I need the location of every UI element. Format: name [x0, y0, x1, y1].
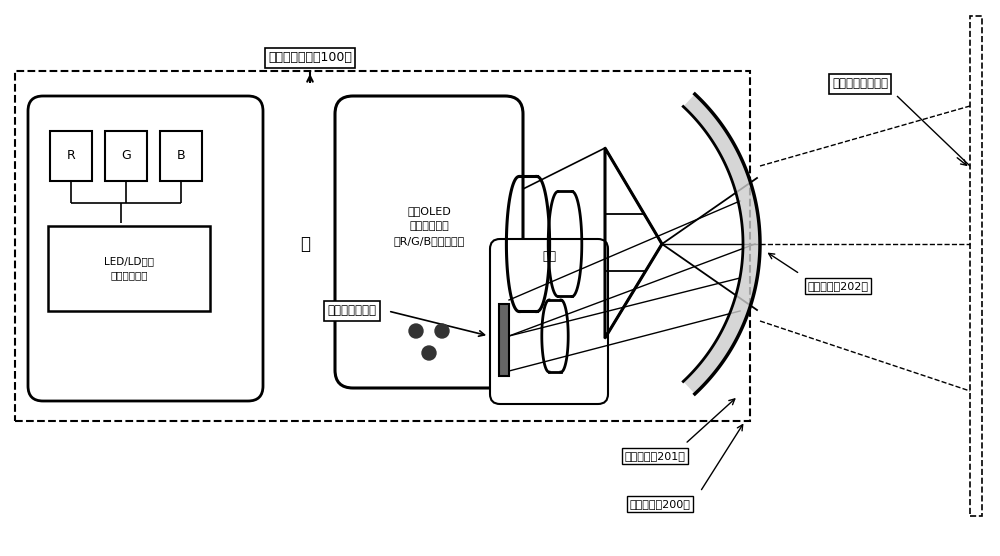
- Text: 人眼: 人眼: [542, 251, 556, 264]
- Bar: [970, 16, 982, 516]
- FancyBboxPatch shape: [28, 96, 263, 401]
- Text: 光学镜片（200）: 光学镜片（200）: [630, 499, 690, 509]
- Text: 人眼（视网膜）: 人眼（视网膜）: [328, 305, 376, 317]
- Polygon shape: [683, 94, 760, 394]
- Bar: [105, 131, 147, 181]
- Text: 影像投射单元（100）: 影像投射单元（100）: [268, 52, 352, 64]
- Bar: [15, 71, 750, 421]
- Text: 光学薄膜（202）: 光学薄膜（202）: [808, 281, 869, 291]
- Bar: [50, 131, 92, 181]
- Text: 近眼显示（號像）: 近眼显示（號像）: [832, 77, 888, 91]
- Text: G: G: [121, 150, 131, 162]
- Bar: [499, 304, 509, 376]
- Circle shape: [422, 346, 436, 360]
- Circle shape: [409, 324, 423, 338]
- FancyBboxPatch shape: [335, 96, 523, 388]
- Text: 或: 或: [300, 235, 310, 253]
- Text: 硅基OLED
微显示影像源
（R/G/B）发光像素: 硅基OLED 微显示影像源 （R/G/B）发光像素: [393, 206, 465, 246]
- FancyBboxPatch shape: [490, 239, 608, 404]
- Text: B: B: [177, 150, 185, 162]
- Bar: [160, 131, 202, 181]
- Circle shape: [435, 324, 449, 338]
- Text: 光学薄膜（201）: 光学薄膜（201）: [625, 451, 685, 461]
- Text: LED/LD照明
微显示影像源: LED/LD照明 微显示影像源: [104, 256, 154, 280]
- Text: R: R: [67, 150, 75, 162]
- Bar: [48, 226, 210, 311]
